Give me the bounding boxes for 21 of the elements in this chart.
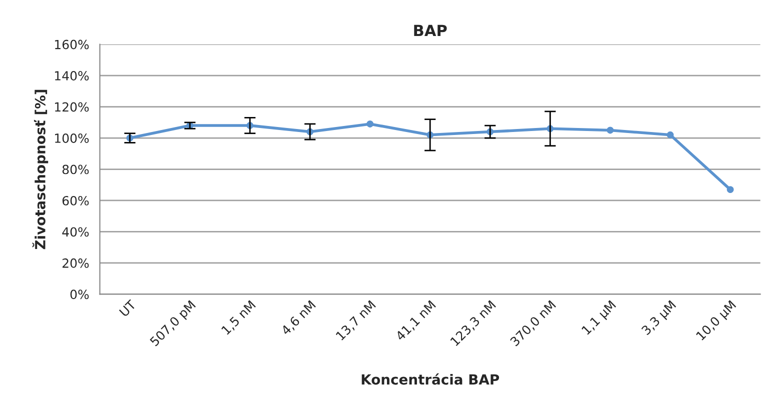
y-tick-label: 120% — [55, 102, 89, 112]
y-tick-label: 160% — [55, 40, 89, 50]
point — [606, 126, 614, 134]
chart-title: BAP — [414, 24, 447, 36]
y-axis-title: Životaschopnosť [%] — [32, 90, 48, 250]
x-axis-title: Koncentrácia BAP — [362, 373, 500, 385]
y-tick-label: 20% — [62, 258, 89, 268]
x-tick-label: 1,1 µM — [581, 300, 618, 337]
y-tick-label: 40% — [62, 227, 89, 237]
y-tick-label: 80% — [62, 164, 89, 174]
x-tick-label: 1,5 nM — [221, 300, 257, 336]
point — [366, 120, 374, 128]
x-tick-label: UT — [119, 299, 137, 317]
point — [726, 186, 734, 194]
x-tick-label: 4,6 nM — [280, 300, 317, 336]
point — [666, 131, 674, 138]
y-tick-label: 140% — [55, 71, 89, 80]
y-tick-label: 100% — [55, 134, 89, 143]
y-tick-label: 60% — [62, 196, 89, 206]
x-tick-label: 3,3 µM — [640, 300, 678, 338]
y-tick-label: 0% — [70, 290, 89, 300]
